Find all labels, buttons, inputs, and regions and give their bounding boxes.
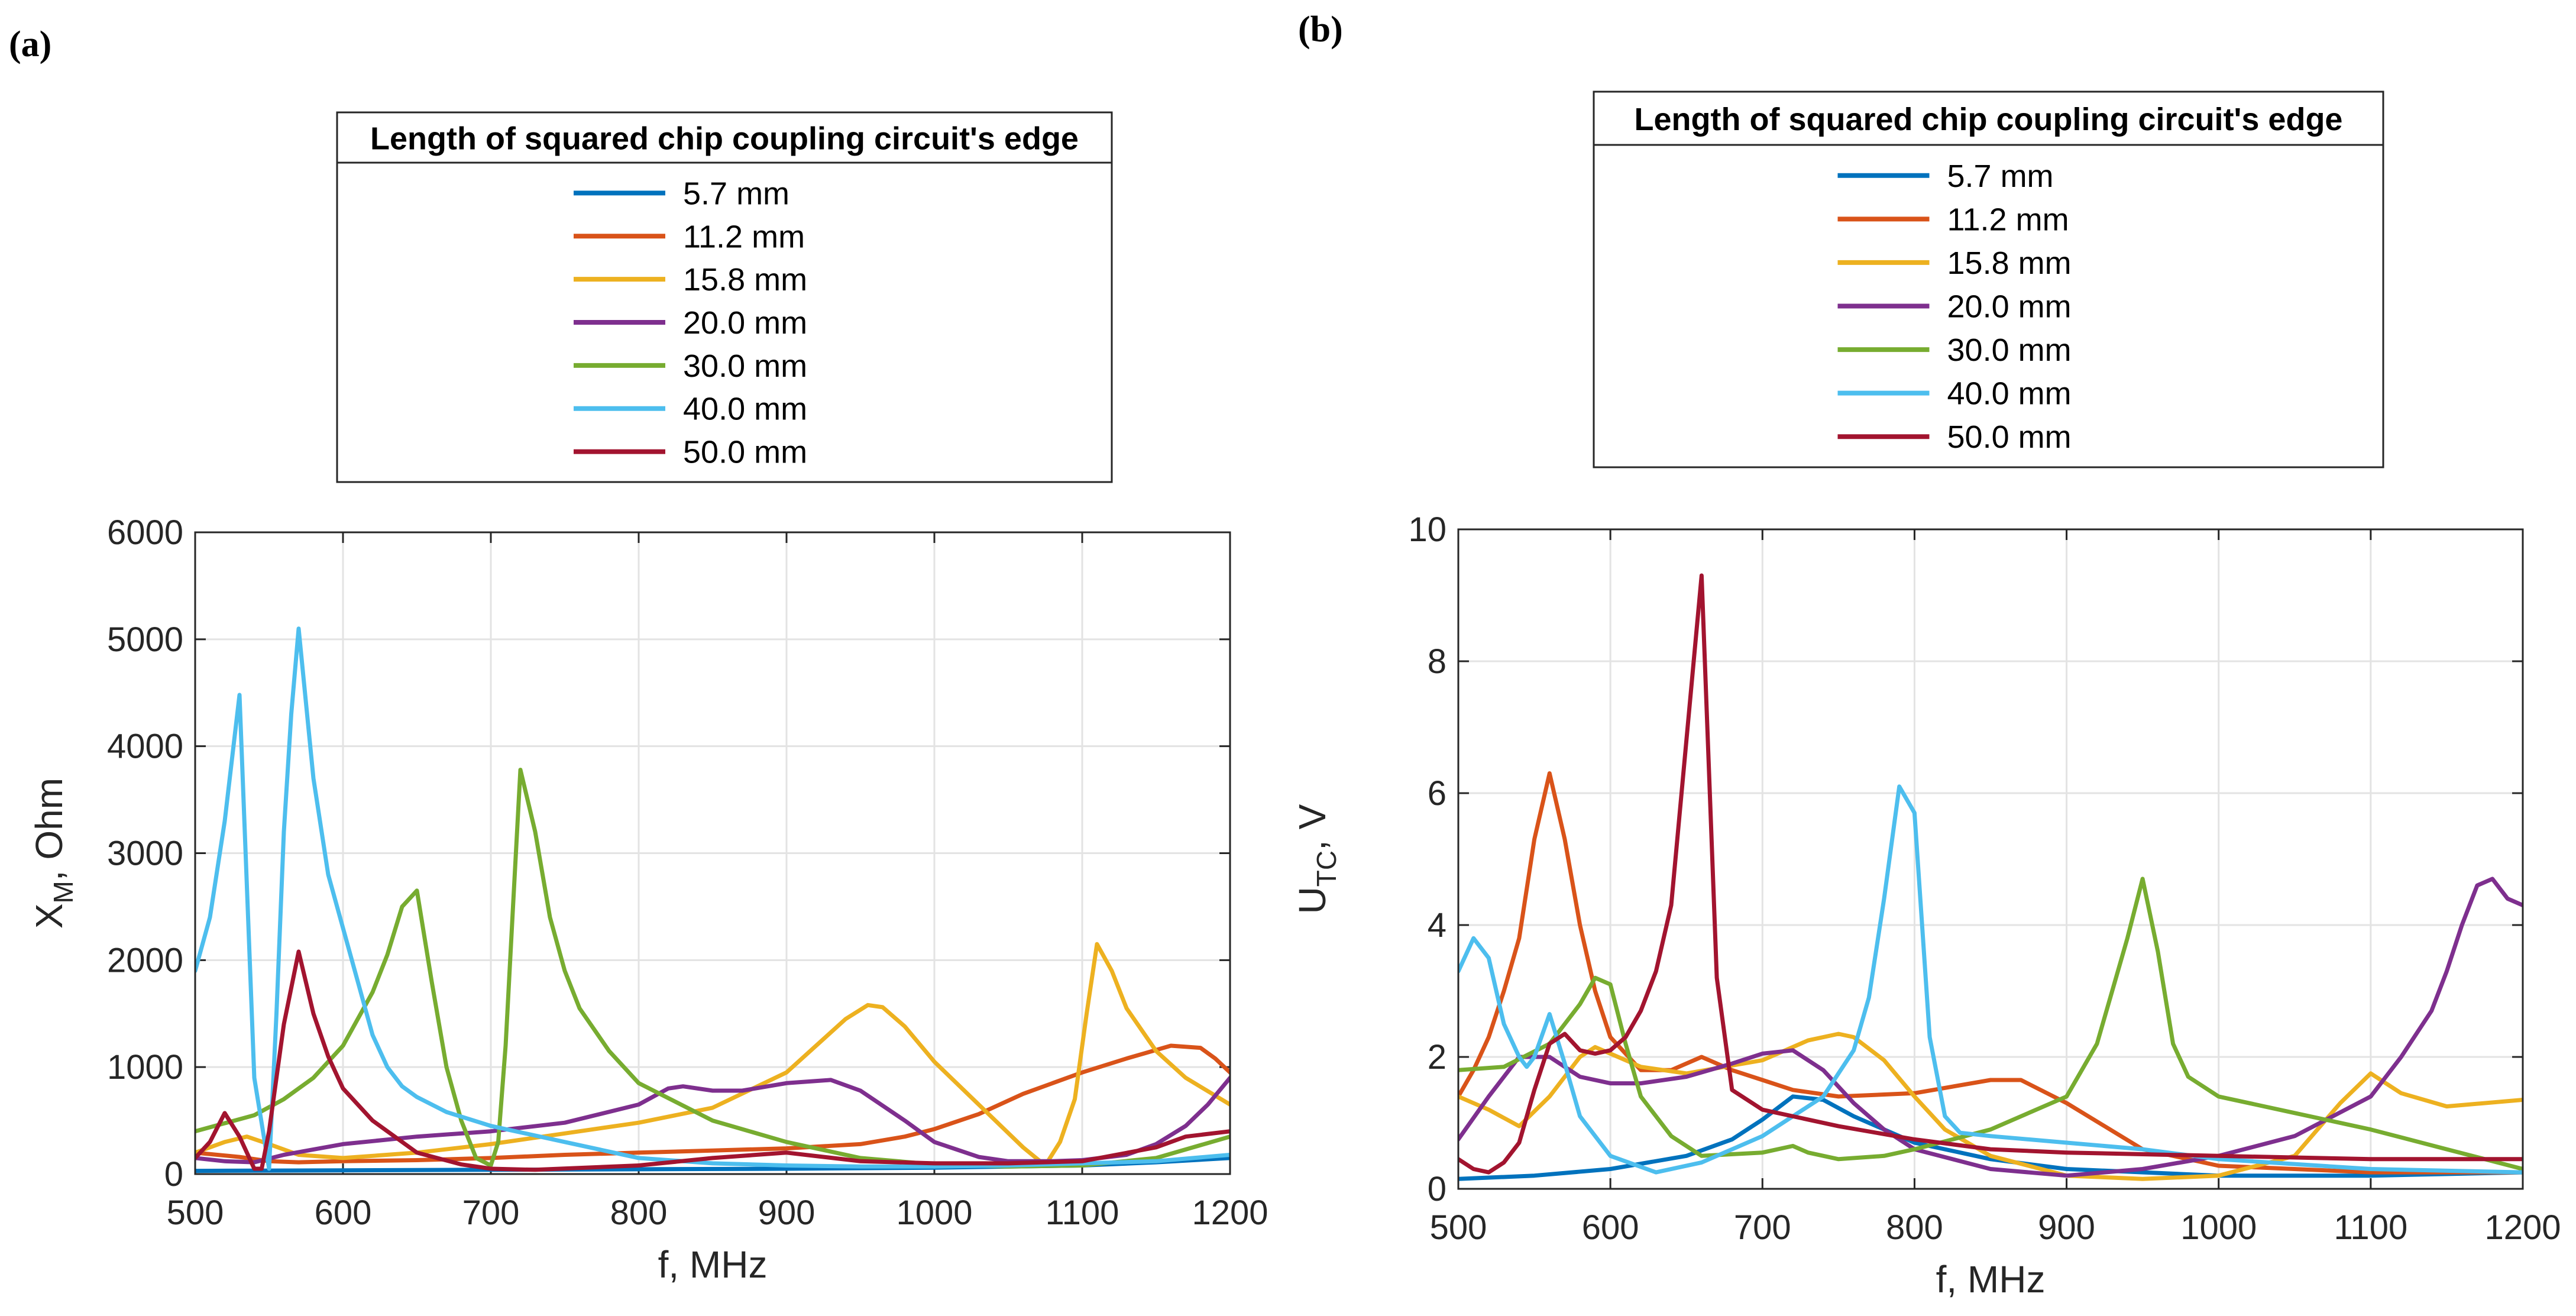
legend-entry: 15.8 mm	[683, 262, 807, 298]
legend-entry: 50.0 mm	[1947, 419, 2072, 455]
x-tick-label: 500	[1430, 1208, 1487, 1247]
legend-entry: 40.0 mm	[1947, 376, 2072, 412]
x-axis-label: f, MHz	[658, 1243, 768, 1286]
series-group	[195, 626, 1230, 1173]
legend-entry: 5.7 mm	[1947, 159, 2054, 194]
panel-label: (a)	[9, 24, 51, 64]
y-tick-label: 1000	[107, 1048, 183, 1087]
legend: Length of squared chip coupling circuit'…	[1593, 90, 2384, 468]
y-tick-label: 5000	[107, 620, 183, 659]
y-tick-label: 3000	[107, 835, 183, 873]
panel-a: (a) 500 600 700 800 900 1000 1100 1200 0 1000 2000 3…	[9, 24, 1268, 1286]
x-tick-label: 1200	[1192, 1194, 1268, 1232]
series-line	[1458, 877, 2523, 1171]
y-tick-label: 0	[164, 1155, 183, 1194]
y-tick-label: 10	[1408, 510, 1446, 549]
x-tick-label: 1200	[2484, 1208, 2561, 1247]
series-group	[1458, 573, 2523, 1181]
series-line	[1458, 784, 2523, 1175]
legend-entry: 40.0 mm	[683, 392, 807, 427]
plot-area	[1458, 529, 2523, 1189]
y-tick-label: 4000	[107, 727, 183, 766]
series-line	[195, 942, 1230, 1168]
legend-entry: 20.0 mm	[1947, 289, 2072, 325]
x-tick-label: 900	[2038, 1208, 2095, 1247]
y-tick-label: 8	[1428, 642, 1446, 681]
legend-entry: 50.0 mm	[683, 435, 807, 470]
series-line	[195, 1043, 1230, 1165]
x-tick-label: 500	[167, 1194, 224, 1232]
legend-entry: 11.2 mm	[1947, 202, 2069, 237]
y-tick-label: 4	[1428, 906, 1446, 945]
panel-b: (b) 500 600 700 800 900 1000 1100 1200 0 2 4 6 8 10 f, …	[1291, 9, 2561, 1301]
legend-entry: 15.8 mm	[1947, 245, 2072, 281]
axes-box	[194, 531, 1231, 1175]
x-tick-label: 800	[1886, 1208, 1943, 1247]
legend-entry: 5.7 mm	[683, 176, 789, 211]
legend-entry: 30.0 mm	[1947, 332, 2072, 368]
x-tick-label: 1100	[2334, 1208, 2407, 1247]
axes-box	[1457, 528, 2524, 1190]
series-line	[195, 949, 1230, 1172]
x-tick-label: 700	[1734, 1208, 1791, 1247]
series-line	[195, 768, 1230, 1169]
x-tick-label: 600	[315, 1194, 372, 1232]
legend-title: Length of squared chip coupling circuit'…	[1635, 102, 2343, 137]
legend-box	[336, 111, 1113, 483]
x-tick-label: 1000	[2180, 1208, 2257, 1247]
y-tick-label: 2000	[107, 941, 183, 979]
legend-entry: 11.2 mm	[683, 219, 805, 254]
x-tick-label: 900	[758, 1194, 815, 1232]
y-tick-label: 0	[1428, 1170, 1446, 1208]
y-axis-label: UTC, V	[1291, 804, 1342, 914]
panel-label: (b)	[1298, 9, 1343, 50]
y-tick-label: 6	[1428, 774, 1446, 813]
legend: Length of squared chip coupling circuit'…	[336, 111, 1113, 483]
y-axis-label: XM, Ohm	[28, 778, 79, 929]
legend-entry: 30.0 mm	[683, 348, 807, 384]
x-tick-label: 800	[610, 1194, 668, 1232]
x-tick-label: 700	[462, 1194, 520, 1232]
x-tick-label: 600	[1582, 1208, 1639, 1247]
series-line	[1458, 1032, 2523, 1181]
y-tick-label: 2	[1428, 1038, 1446, 1076]
legend-box	[1593, 90, 2384, 468]
x-tick-label: 1000	[896, 1194, 972, 1232]
legend-entry: 20.0 mm	[683, 305, 807, 341]
y-tick-label: 6000	[107, 513, 183, 552]
x-axis-label: f, MHz	[1936, 1258, 2046, 1301]
legend-title: Length of squared chip coupling circuit'…	[370, 121, 1079, 157]
series-line	[1458, 573, 2523, 1175]
x-tick-label: 1100	[1046, 1194, 1119, 1232]
